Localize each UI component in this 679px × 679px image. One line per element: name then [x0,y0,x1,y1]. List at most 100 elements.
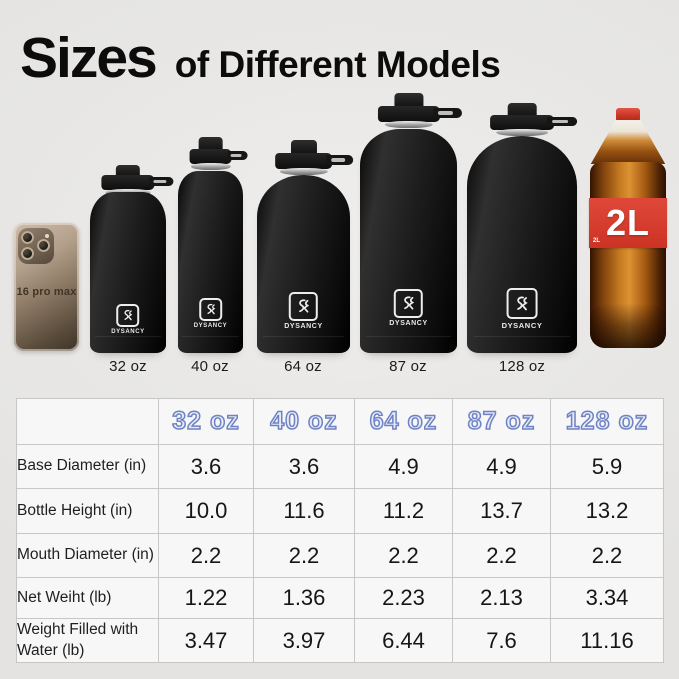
bottle-lid [101,175,174,190]
brand-name: DYSANCY [389,320,428,327]
table-row: Mouth Diameter (in) 2.2 2.2 2.2 2.2 2.2 [16,533,664,578]
bottle-body: DYSANCY [467,136,577,353]
phone-model-label: 16 pro max [16,286,77,298]
bottle-lid [490,115,577,130]
cell-value: 4.9 [452,444,551,489]
cell-value: 5.9 [550,444,664,489]
brand-logo-mark [394,289,423,318]
bottle-body: DYSANCY [90,192,166,353]
camera-flash-icon [45,234,49,238]
title-main: Sizes [20,26,158,91]
brand-logo: DYSANCY [502,288,543,330]
cola-body [590,162,666,348]
cell-value: 2.2 [158,533,254,578]
bottle-40oz: DYSANCY [178,137,248,353]
bottle-lid [274,153,354,169]
bottle-steel-ring [384,121,433,128]
cell-value: 2.13 [452,577,551,619]
cell-value: 13.7 [452,488,551,534]
cell-value: 3.97 [253,618,355,663]
bottle-spout-cap [115,165,141,177]
cell-value: 13.2 [550,488,664,534]
bottle-steel-ring [496,129,548,136]
cell-value: 10.0 [158,488,254,534]
row-label: Base Diameter (in) [16,444,159,489]
brand-name: DYSANCY [193,323,228,329]
brand-logo: DYSANCY [194,298,228,329]
cola-cap [616,108,640,122]
bottle-64oz: DYSANCY [257,140,354,353]
cola-2l-text: 2L [605,202,650,243]
bottle-steel-ring [190,163,231,170]
bottle-handle [149,176,174,186]
cola-2l-small-text: 2L [593,238,601,244]
table-row: Bottle Height (in) 10.0 11.6 11.2 13.7 1… [16,488,664,534]
caption-64oz: 64 oz [284,358,322,375]
cell-value: 2.2 [354,533,453,578]
caption-32oz: 32 oz [109,358,147,375]
bottle-spout-cap [290,140,317,155]
cell-value: 3.34 [550,577,664,619]
cell-value: 11.16 [550,618,664,663]
bottle-87oz: DYSANCY [360,93,462,353]
brand-name: DYSANCY [111,329,145,335]
header-128oz: 128 oz [550,398,664,445]
brand-logo-mark [506,288,538,319]
cola-label-band: 2L 2L [589,198,667,248]
cell-value: 3.6 [253,444,355,489]
row-label: Weight Filled with Water (lb) [16,618,159,663]
cell-value: 2.2 [452,533,551,578]
cell-value: 2.23 [354,577,453,619]
cell-value: 2.2 [550,533,664,578]
cell-value: 1.36 [253,577,355,619]
row-label: Mouth Diameter (in) [16,533,159,578]
header-40oz: 40 oz [253,398,355,445]
table-row: Base Diameter (in) 3.6 3.6 4.9 4.9 5.9 [16,444,664,489]
brand-logo-mark [289,292,318,321]
table-header-row: 32 oz 40 oz 64 oz 87 oz 128 oz [16,398,664,445]
bottle-handle [227,150,248,160]
cell-value: 4.9 [354,444,453,489]
header-87oz: 87 oz [452,398,551,445]
bottle-handle [433,107,462,118]
bottle-lid [189,149,248,164]
cell-value: 7.6 [452,618,551,663]
bottle-handle [326,154,354,165]
brand-name: DYSANCY [284,323,323,330]
caption-40oz: 40 oz [191,358,229,375]
brand-logo: DYSANCY [111,304,145,335]
brand-logo: DYSANCY [284,292,322,330]
camera-lens-icon [21,231,34,244]
camera-lens-icon [21,247,34,260]
camera-lens-icon [37,239,50,252]
row-label: Net Weiht (lb) [16,577,159,619]
spec-table: 32 oz 40 oz 64 oz 87 oz 128 oz Base Diam… [16,398,664,663]
bottle-128oz: DYSANCY [467,103,577,353]
brand-name: DYSANCY [501,321,543,330]
cell-value: 11.2 [354,488,453,534]
header-64oz: 64 oz [354,398,453,445]
cell-value: 2.2 [253,533,355,578]
bottle-body: DYSANCY [360,129,457,353]
title-subtitle: of Different Models [174,44,501,86]
bottle-lid [377,106,462,122]
bottle-spout-cap [393,93,424,108]
bottle-body: DYSANCY [178,171,243,353]
caption-87oz: 87 oz [389,358,427,375]
header-32oz: 32 oz [158,398,254,445]
brand-logo-mark [198,298,222,321]
bottle-steel-ring [279,168,328,175]
cell-value: 11.6 [253,488,355,534]
cola-2l-bottle: 2L 2L [589,108,667,348]
brand-logo-mark [116,304,140,327]
cell-value: 1.22 [158,577,254,619]
cell-value: 3.6 [158,444,254,489]
caption-128oz: 128 oz [498,358,546,375]
bottle-body: DYSANCY [257,175,350,353]
bottle-spout-cap [507,103,537,117]
cola-neck [590,120,666,164]
table-row: Net Weiht (lb) 1.22 1.36 2.23 2.13 3.34 [16,577,664,619]
bottle-spout-cap [198,137,223,151]
bottle-handle [547,116,577,126]
bottle-32oz: DYSANCY [90,165,174,353]
